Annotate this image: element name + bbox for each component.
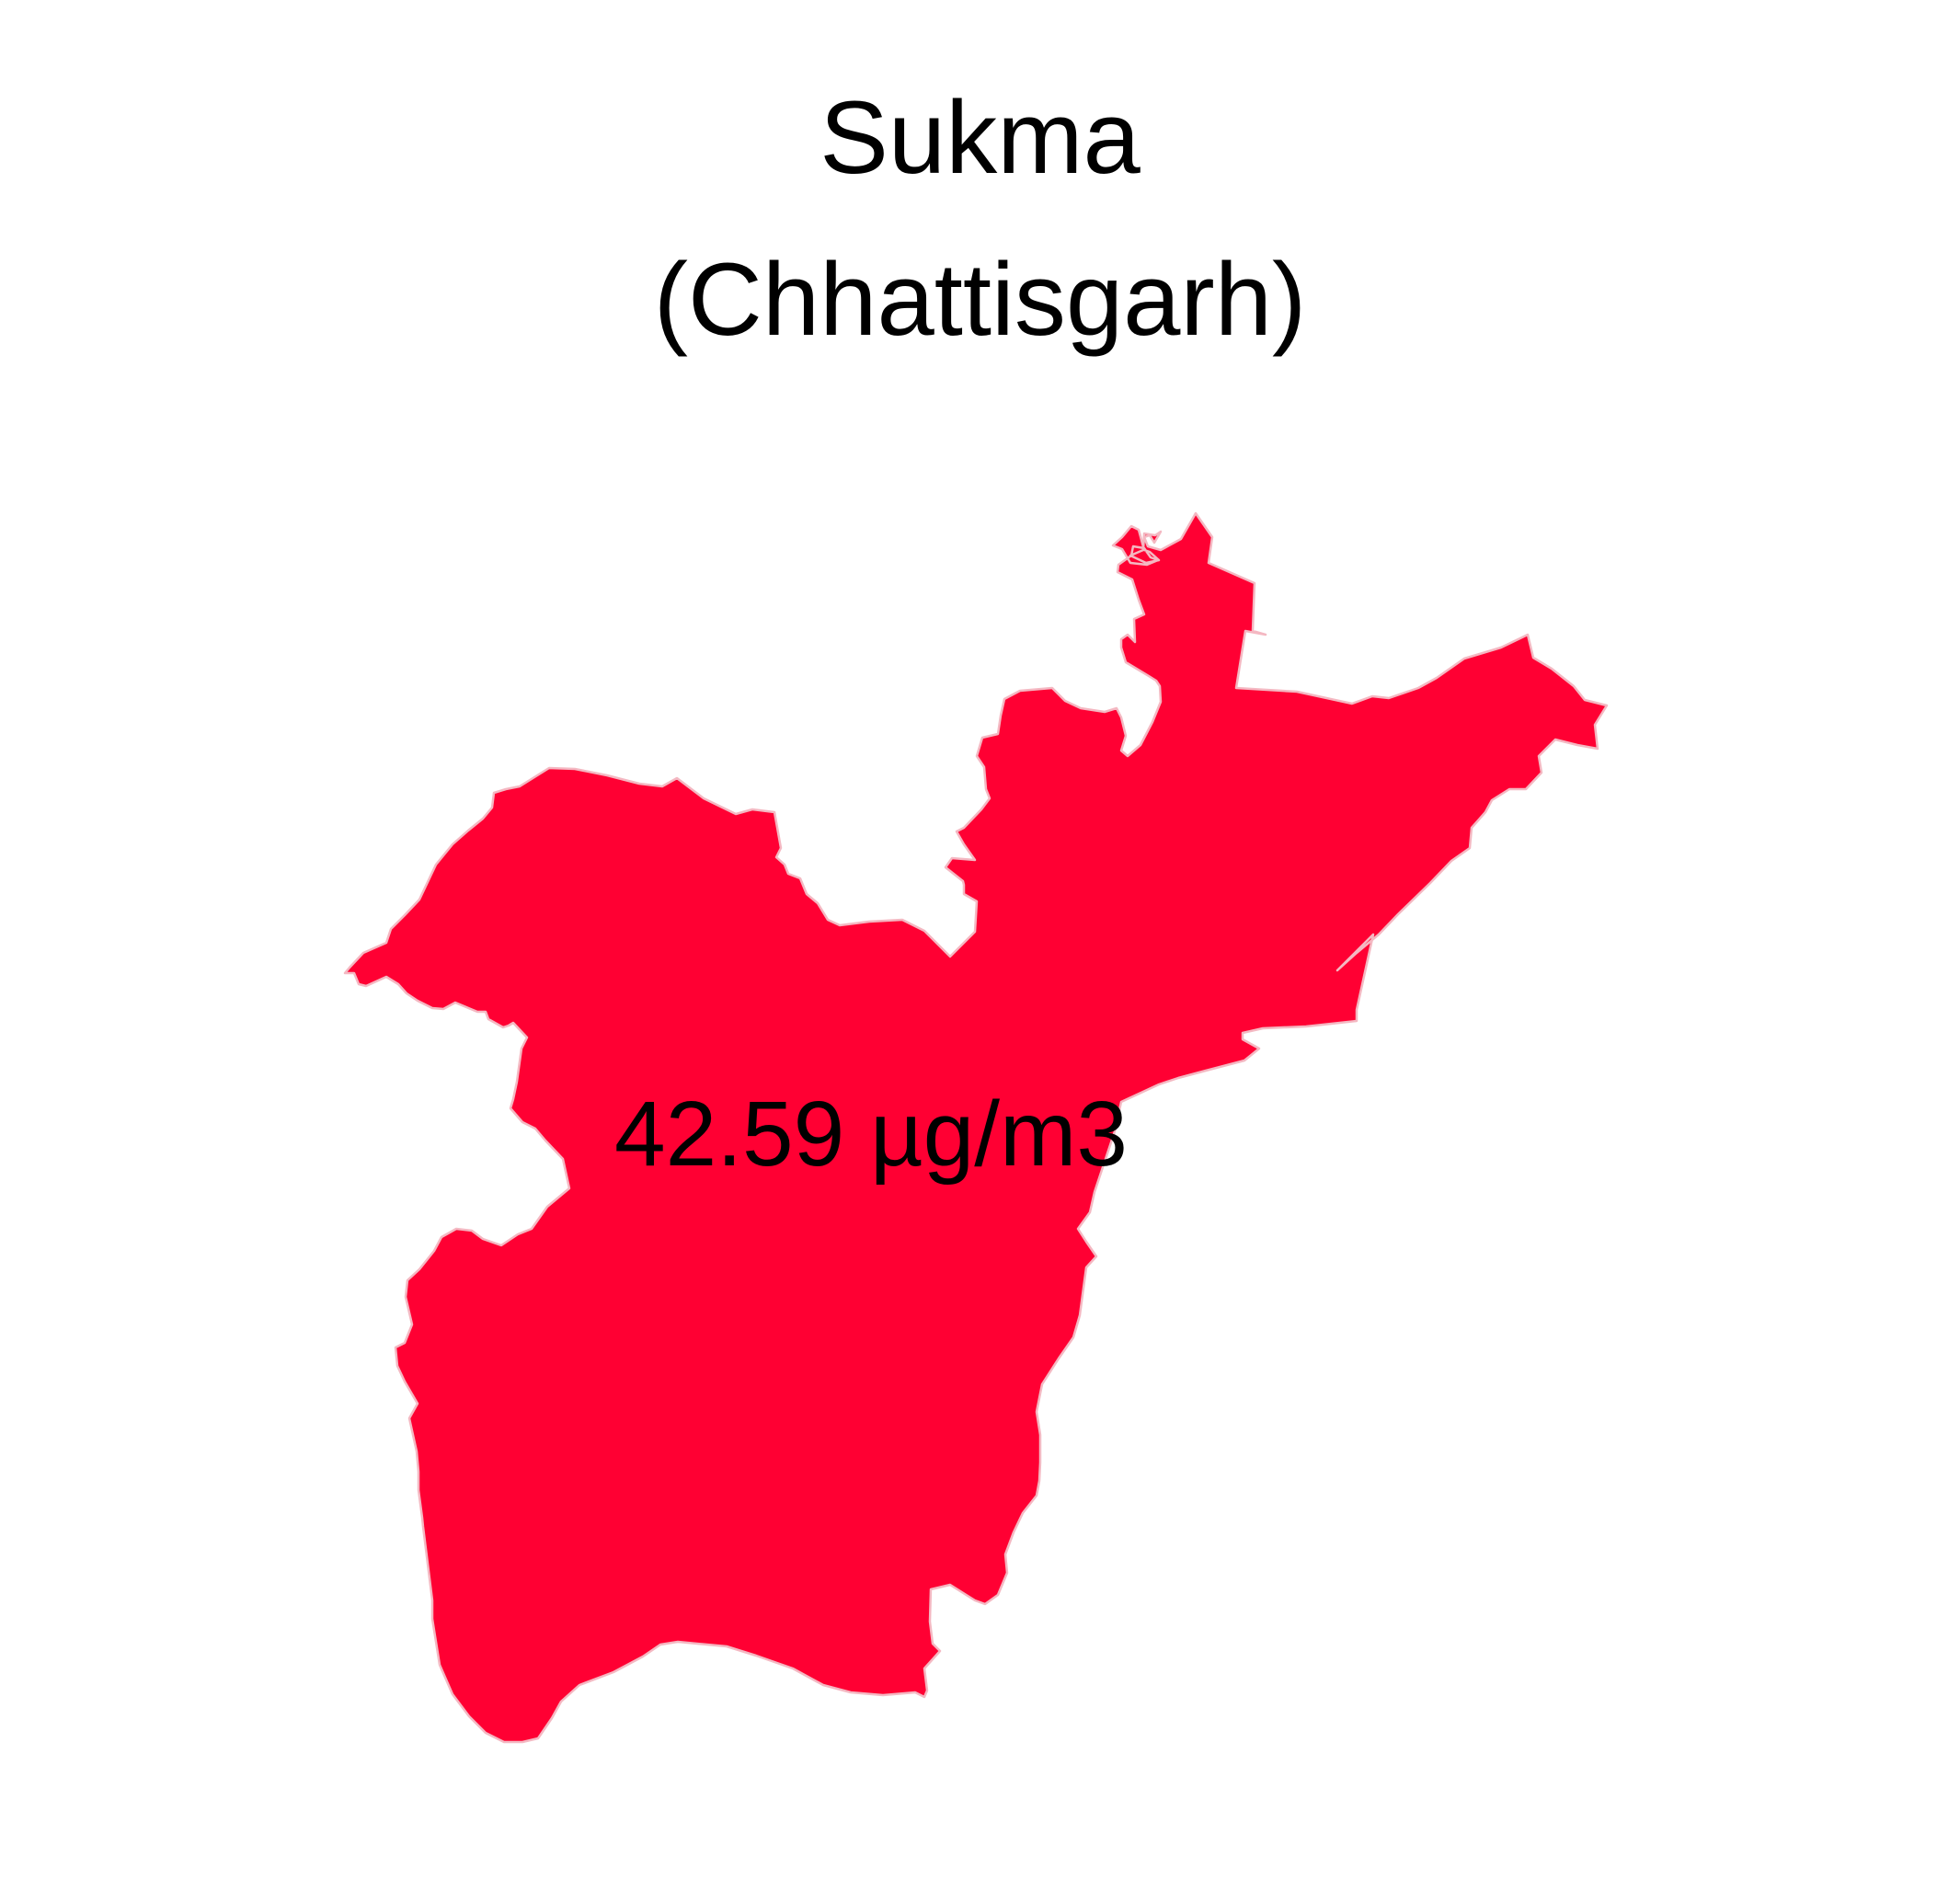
title-district: Sukma: [820, 80, 1140, 195]
district-shape-sukma: [343, 511, 1609, 1744]
map-title: Sukma (Chhattisgarh): [0, 57, 1960, 381]
aqi-value-label: 42.59 µg/m3: [614, 1083, 1128, 1186]
title-state: (Chhattisgarh): [653, 242, 1307, 357]
